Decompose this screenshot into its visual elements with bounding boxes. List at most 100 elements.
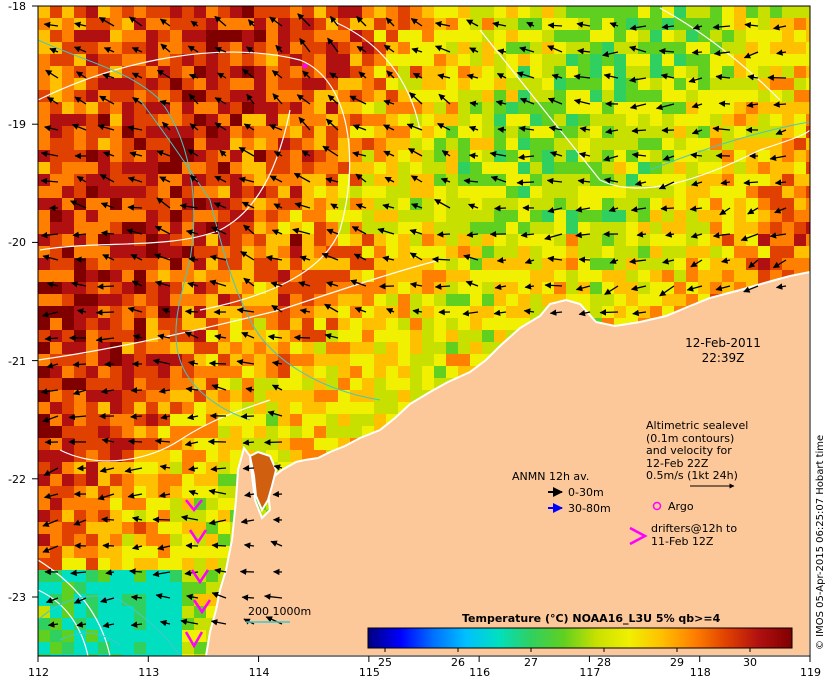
velocity-arrow xyxy=(463,177,479,185)
drifters-label-1: drifters@12h to xyxy=(651,522,738,535)
velocity-arrow xyxy=(721,257,731,264)
velocity-arrow xyxy=(629,103,647,110)
velocity-arrow xyxy=(603,155,619,162)
velocity-arrow xyxy=(188,465,199,472)
velocity-arrow xyxy=(299,308,311,315)
velocity-arrow xyxy=(547,255,563,263)
velocity-arrow xyxy=(329,15,339,27)
velocity-arrow xyxy=(270,540,283,547)
velocity-arrow xyxy=(691,180,703,187)
velocity-arrow xyxy=(546,177,563,185)
velocity-arrow xyxy=(152,358,171,365)
velocity-arrow xyxy=(271,304,283,313)
velocity-arrow xyxy=(609,257,619,264)
velocity-arrow xyxy=(242,439,255,446)
velocity-arrow xyxy=(156,69,171,79)
velocity-arrow xyxy=(209,279,227,287)
velocity-arrow xyxy=(466,73,479,80)
velocity-arrow xyxy=(406,123,423,131)
velocity-arrow xyxy=(497,48,507,55)
velocity-arrow xyxy=(132,334,143,341)
velocity-arrow xyxy=(358,71,367,79)
velocity-arrow xyxy=(130,413,143,420)
velocity-arrow xyxy=(185,229,199,236)
velocity-arrow xyxy=(383,150,395,157)
velocity-arrow xyxy=(46,362,59,369)
velocity-arrow xyxy=(95,309,115,316)
velocity-arrow xyxy=(659,285,675,297)
colorbar-tick-label: 30 xyxy=(743,656,757,669)
velocity-arrow xyxy=(243,224,255,235)
velocity-arrow xyxy=(71,123,87,131)
argo-float-marker xyxy=(302,63,308,69)
velocity-arrow xyxy=(208,360,227,367)
velocity-arrow xyxy=(748,259,759,269)
velocity-arrow xyxy=(547,22,563,29)
velocity-arrow xyxy=(351,226,367,235)
velocity-arrow xyxy=(775,128,787,135)
velocity-arrow xyxy=(43,467,59,476)
velocity-arrow xyxy=(214,122,227,131)
velocity-arrow xyxy=(691,49,703,56)
velocity-arrow xyxy=(577,178,591,185)
velocity-arrow xyxy=(662,154,675,161)
velocity-arrow xyxy=(97,123,115,131)
velocity-arrow xyxy=(409,281,423,289)
velocity-arrow xyxy=(160,43,171,53)
velocity-arrow xyxy=(603,177,619,184)
velocity-arrow xyxy=(101,437,115,444)
velocity-arrow xyxy=(127,204,143,211)
velocity-arrow xyxy=(354,306,367,314)
velocity-arrow xyxy=(47,96,59,105)
velocity-arrow xyxy=(180,514,199,522)
velocity-arrow xyxy=(101,516,115,523)
lat-tick-label: -19 xyxy=(8,118,26,132)
velocity-arrow xyxy=(131,280,143,287)
velocity-arrow xyxy=(575,231,591,239)
altimetric-line-4: 12-Feb 22Z xyxy=(646,456,709,470)
velocity-arrow xyxy=(76,308,87,315)
velocity-arrow xyxy=(241,332,255,339)
velocity-arrow xyxy=(47,621,59,628)
velocity-arrow xyxy=(219,149,227,157)
velocity-arrow xyxy=(747,74,759,81)
lon-tick-label: 112 xyxy=(28,666,49,679)
anmn-legend-title: ANMN 12h av. xyxy=(512,470,590,483)
velocity-arrow xyxy=(324,333,339,340)
velocity-arrow xyxy=(210,619,227,626)
velocity-arrow xyxy=(631,151,647,159)
velocity-arrow xyxy=(549,151,563,158)
lon-tick-label: 113 xyxy=(138,666,160,679)
velocity-arrow xyxy=(355,203,367,210)
velocity-arrow xyxy=(686,285,703,292)
velocity-arrow xyxy=(152,516,171,523)
velocity-arrow xyxy=(746,101,759,109)
bathymetry-contours xyxy=(38,39,810,656)
velocity-arrow xyxy=(72,361,87,368)
lon-tick-label: 114 xyxy=(248,666,270,679)
velocity-arrow xyxy=(42,519,59,527)
velocity-arrow xyxy=(690,152,703,159)
colorbar-tick-label: 26 xyxy=(451,656,465,669)
velocity-arrow xyxy=(411,203,423,210)
velocity-arrow xyxy=(523,308,535,315)
velocity-arrow xyxy=(573,73,591,81)
velocity-arrow xyxy=(44,335,59,342)
velocity-arrow xyxy=(214,567,227,575)
velocity-arrow xyxy=(578,256,591,263)
velocity-arrow xyxy=(42,415,59,423)
velocity-arrow xyxy=(240,413,255,420)
velocity-arrow xyxy=(247,19,255,27)
gulf-water xyxy=(248,450,278,513)
timestamp-date: 12-Feb-2011 xyxy=(685,336,761,350)
velocity-arrow xyxy=(188,73,199,80)
velocity-arrow xyxy=(769,232,787,239)
velocity-arrow xyxy=(774,207,787,214)
velocity-arrow xyxy=(211,591,227,599)
velocity-arrow xyxy=(158,387,171,394)
velocity-arrow xyxy=(44,125,59,132)
velocity-arrow xyxy=(184,308,199,315)
velocity-arrow xyxy=(438,93,451,105)
velocity-arrow xyxy=(244,491,255,498)
altimetric-line-5: 0.5m/s (1kt 24h) xyxy=(646,469,738,482)
